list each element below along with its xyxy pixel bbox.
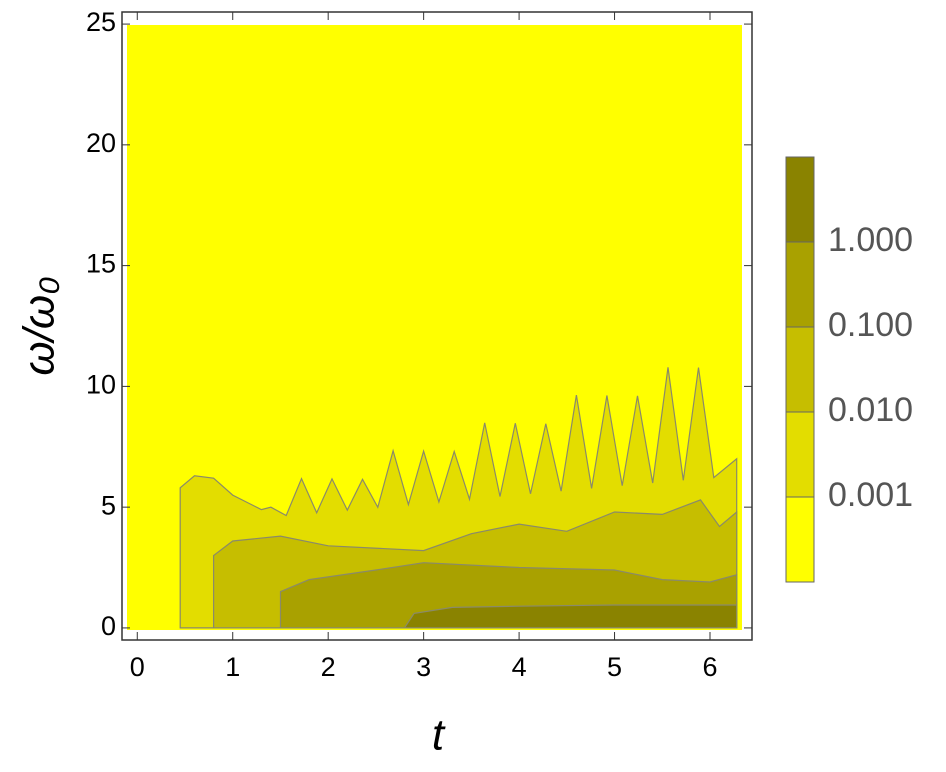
colorbar-tick-label: 1.000 — [828, 221, 913, 259]
x-axis-label: t — [432, 711, 446, 760]
x-tick-label: 1 — [225, 652, 240, 682]
colorbar-band — [786, 157, 814, 242]
x-tick-label: 5 — [607, 652, 622, 682]
x-tick-label: 6 — [702, 652, 717, 682]
x-tick-label: 4 — [512, 652, 527, 682]
colorbar-tick-label: 0.001 — [828, 476, 913, 514]
colorbar-tick-label: 0.010 — [828, 391, 913, 429]
y-tick-label: 0 — [101, 611, 116, 641]
colorbar-tick-label: 0.100 — [828, 306, 913, 344]
colorbar-band — [786, 242, 814, 327]
x-tick-label: 0 — [130, 652, 145, 682]
x-tick-label: 3 — [416, 652, 431, 682]
colorbar-band — [786, 412, 814, 497]
y-tick-label: 10 — [86, 370, 116, 400]
y-axis-label: ω/ω₀ — [15, 276, 64, 375]
y-tick-label: 25 — [86, 7, 116, 37]
contour-region — [403, 604, 738, 629]
colorbar-band — [786, 327, 814, 412]
x-tick-label: 2 — [321, 652, 336, 682]
colorbar-frame — [785, 156, 815, 583]
y-tick-label: 15 — [86, 249, 116, 279]
plot-frame — [121, 11, 753, 641]
y-tick-label: 20 — [86, 128, 116, 158]
y-tick-label: 5 — [101, 490, 116, 520]
colorbar-band — [786, 497, 814, 582]
